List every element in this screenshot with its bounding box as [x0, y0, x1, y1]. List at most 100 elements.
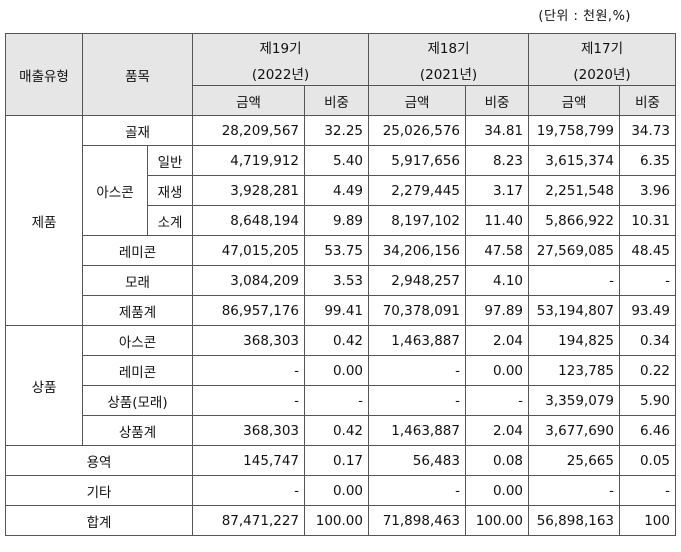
cell-ratio: 34.73: [619, 115, 676, 146]
cell-ratio: 100: [619, 505, 676, 536]
header-ratio: 비중: [619, 85, 676, 116]
cell-ratio: 2.04: [465, 325, 529, 356]
cell-ratio: 0.00: [465, 355, 529, 386]
cell-amount: 86,957,176: [192, 295, 305, 326]
table-row: 용역 145,747 0.17 56,483 0.08 25,665 0.05: [5, 445, 676, 476]
cell-ratio: 0.17: [304, 445, 369, 476]
cell-amount: 368,303: [192, 415, 305, 446]
cell-ratio: 53.75: [304, 235, 369, 266]
cell-ratio: 9.89: [304, 205, 369, 236]
cell-amount: -: [368, 385, 466, 416]
item-label: 상품(모래): [82, 385, 193, 416]
cell-ratio: 0.22: [619, 355, 676, 386]
header-year-2021: (2021년): [368, 60, 529, 86]
header-ratio: 비중: [304, 85, 369, 116]
cell-amount: -: [528, 265, 620, 296]
cell-ratio: 2.04: [465, 415, 529, 446]
header-item: 품목: [82, 33, 193, 116]
header-period-17: 제17기: [528, 33, 676, 60]
item-label: 소계: [147, 205, 193, 236]
sales-table: 매출유형 품목 제19기 제18기 제17기 (2022년) (2021년) (…: [5, 33, 676, 536]
item-label: 합계: [5, 505, 193, 536]
cell-ratio: 4.49: [304, 175, 369, 206]
header-amount: 금액: [368, 85, 466, 116]
table-row: 상품계 368,303 0.42 1,463,887 2.04 3,677,69…: [6, 415, 676, 446]
table-row: 상품 아스콘 368,303 0.42 1,463,887 2.04 194,8…: [5, 325, 676, 446]
cell-ratio: 47.58: [465, 235, 529, 266]
item-label: 제품계: [82, 295, 193, 326]
cell-amount: 3,928,281: [192, 175, 305, 206]
cell-amount: 4,719,912: [192, 145, 305, 176]
item-label: 용역: [5, 445, 193, 476]
table-row: 상품(모래) - - - - 3,359,079 5.90: [6, 385, 676, 416]
cell-ratio: 6.46: [619, 415, 676, 446]
cell-ratio: 0.42: [304, 325, 369, 356]
item-label: 기타: [5, 475, 193, 506]
header-year-2020: (2020년): [528, 60, 676, 86]
cell-ratio: -: [619, 475, 676, 506]
cell-ratio: 34.81: [465, 115, 529, 146]
cell-ratio: 0.00: [304, 355, 369, 386]
table-row: 제품 골재 28,209,567 32.25 25,026,576 34.81 …: [5, 115, 676, 326]
table-row: 아스콘 일반 4,719,912 5.40 5,917,656 8.23 3,6…: [6, 145, 676, 236]
cell-amount: -: [192, 475, 305, 506]
cell-amount: 2,948,257: [368, 265, 466, 296]
cell-ratio: 10.31: [619, 205, 676, 236]
cell-amount: 5,917,656: [368, 145, 466, 176]
header-sales-type: 매출유형: [5, 33, 83, 116]
cell-amount: 56,898,163: [528, 505, 620, 536]
cell-amount: 28,209,567: [192, 115, 305, 146]
cell-ratio: 6.35: [619, 145, 676, 176]
item-label: 일반: [147, 145, 193, 176]
cell-ratio: 97.89: [465, 295, 529, 326]
cell-amount: 56,483: [368, 445, 466, 476]
cell-amount: 2,251,548: [528, 175, 620, 206]
table-row-total: 합계 87,471,227 100.00 71,898,463 100.00 5…: [5, 505, 676, 536]
cell-amount: 3,359,079: [528, 385, 620, 416]
cell-amount: -: [192, 355, 305, 386]
cell-amount: 87,471,227: [192, 505, 305, 536]
cell-amount: 19,758,799: [528, 115, 620, 146]
item-label: 상품계: [82, 415, 193, 446]
cell-amount: 27,569,085: [528, 235, 620, 266]
cell-amount: -: [192, 385, 305, 416]
cell-ratio: -: [465, 385, 529, 416]
cell-ratio: 0.00: [304, 475, 369, 506]
header-ratio: 비중: [465, 85, 529, 116]
header-amount: 금액: [528, 85, 620, 116]
cell-amount: 25,026,576: [368, 115, 466, 146]
cell-ratio: -: [304, 385, 369, 416]
item-label: 레미콘: [82, 235, 193, 266]
cell-amount: -: [528, 475, 620, 506]
cell-ratio: 3.53: [304, 265, 369, 296]
cell-ratio: 0.05: [619, 445, 676, 476]
cell-amount: 194,825: [528, 325, 620, 356]
cell-amount: 3,084,209: [192, 265, 305, 296]
cell-ratio: 100.00: [465, 505, 529, 536]
cell-amount: 53,194,807: [528, 295, 620, 326]
cell-amount: 8,197,102: [368, 205, 466, 236]
table-row: 모래 3,084,209 3.53 2,948,257 4.10 - -: [6, 265, 676, 296]
table-row: 레미콘 47,015,205 53.75 34,206,156 47.58 27…: [6, 235, 676, 266]
cell-ratio: 3.17: [465, 175, 529, 206]
cell-amount: 47,015,205: [192, 235, 305, 266]
cell-ratio: 8.23: [465, 145, 529, 176]
cell-amount: 34,206,156: [368, 235, 466, 266]
table-row: 레미콘 - 0.00 - 0.00 123,785 0.22: [6, 355, 676, 386]
cell-ratio: 32.25: [304, 115, 369, 146]
group-ascon: 아스콘: [82, 145, 148, 236]
item-label: 아스콘: [82, 325, 193, 356]
cell-amount: 8,648,194: [192, 205, 305, 236]
cell-amount: 123,785: [528, 355, 620, 386]
header-period-19: 제19기: [192, 33, 369, 60]
cell-amount: 1,463,887: [368, 415, 466, 446]
cell-ratio: 99.41: [304, 295, 369, 326]
cell-amount: 3,615,374: [528, 145, 620, 176]
cell-ratio: 93.49: [619, 295, 676, 326]
table-row: 제품계 86,957,176 99.41 70,378,091 97.89 53…: [6, 295, 676, 326]
cell-amount: 368,303: [192, 325, 305, 356]
cell-amount: 71,898,463: [368, 505, 466, 536]
table-row: 기타 - 0.00 - 0.00 - -: [5, 475, 676, 506]
cell-amount: 1,463,887: [368, 325, 466, 356]
cell-amount: 25,665: [528, 445, 620, 476]
